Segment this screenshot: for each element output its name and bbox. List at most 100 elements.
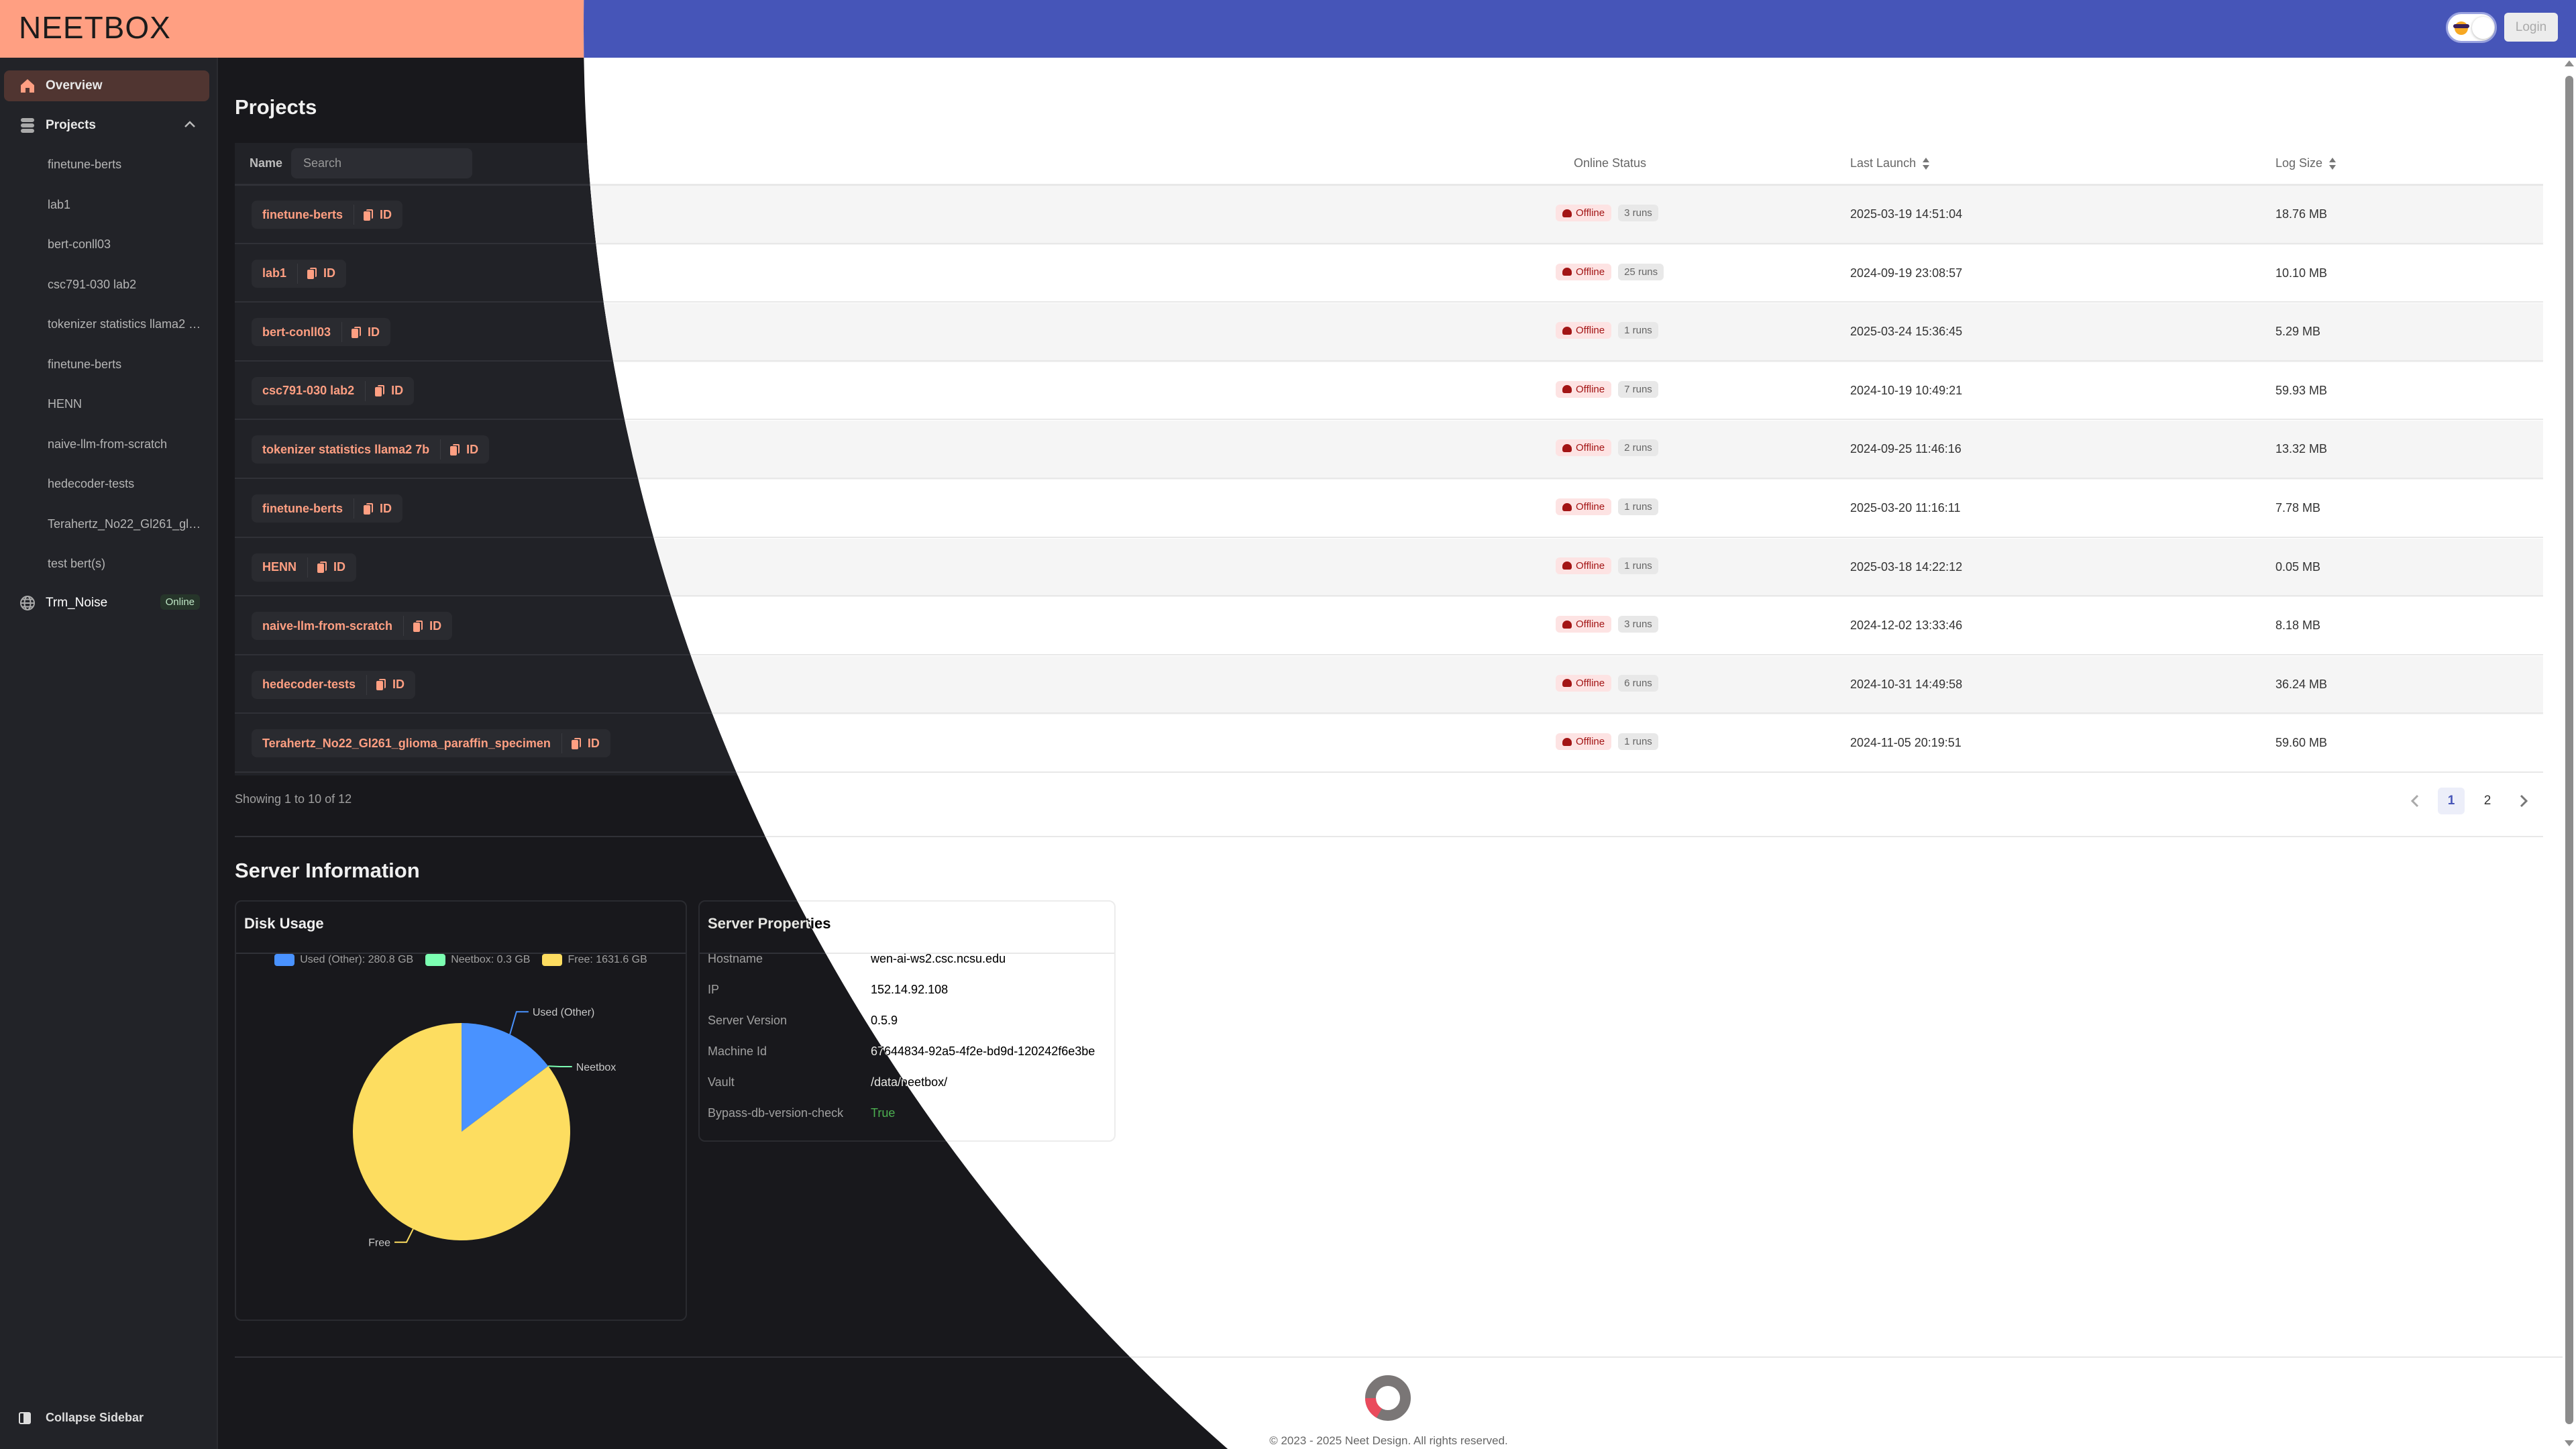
runs-badge: 6 runs	[1618, 674, 1658, 692]
project-name[interactable]: bert-conll03	[262, 325, 331, 339]
status-label: Offline	[1576, 442, 1605, 454]
project-name[interactable]: hedecoder-tests	[262, 678, 356, 692]
sort-icon[interactable]	[1923, 158, 1930, 170]
project-name[interactable]: tokenizer statistics llama2 7b	[262, 442, 430, 456]
row-divider	[584, 771, 2543, 773]
project-name[interactable]: finetune-berts	[262, 207, 343, 221]
pie-slice-free[interactable]	[353, 1023, 570, 1240]
status-label: Offline	[1576, 383, 1605, 395]
scrollbar-thumb[interactable]	[2565, 76, 2573, 1424]
sidebar-project-item[interactable]: tokenizer statistics llama2 7b	[48, 317, 202, 331]
pie-slice-neetbox[interactable]	[462, 1066, 549, 1132]
theme-toggle[interactable]	[2446, 12, 2497, 43]
sidebar-project-item[interactable]: csc791-030 lab2	[48, 277, 137, 291]
chip-divider	[561, 733, 562, 754]
copy-id-button[interactable]: ID	[308, 560, 356, 574]
project-name-chip[interactable]: tokenizer statistics llama2 7b ID	[252, 435, 490, 464]
online-status: Offline 3 runs	[1556, 616, 1658, 633]
status-label: Offline	[1576, 207, 1605, 219]
cloud-offline-icon	[1562, 443, 1572, 452]
copy-id-button[interactable]: ID	[342, 325, 390, 339]
offline-badge: Offline	[1556, 674, 1612, 692]
online-status: Offline 6 runs	[1556, 674, 1658, 692]
sidebar-project-item[interactable]: lab1	[48, 197, 71, 211]
copy-id-button[interactable]: ID	[366, 384, 414, 398]
log-size: 10.10 MB	[2275, 266, 2328, 280]
footer-divider	[584, 1356, 2563, 1358]
next-page-button[interactable]	[2510, 788, 2537, 814]
sidebar-item-overview[interactable]: Overview	[4, 70, 209, 101]
property-key: Machine Id	[708, 1044, 767, 1058]
log-size: 0.05 MB	[2275, 559, 2321, 574]
card-header-divider	[236, 953, 686, 954]
project-name-chip[interactable]: hedecoder-tests ID	[252, 670, 416, 699]
sidebar-project-item[interactable]: test bert(s)	[48, 557, 106, 570]
row-divider	[584, 301, 2543, 303]
property-value: /data/neetbox/	[871, 1075, 948, 1089]
scroll-down-arrow-icon[interactable]	[2565, 1440, 2574, 1446]
search-input[interactable]	[291, 148, 472, 178]
project-name-chip[interactable]: bert-conll03 ID	[252, 318, 391, 347]
project-name-chip[interactable]: HENN ID	[252, 553, 357, 582]
project-name-chip[interactable]: lab1 ID	[252, 259, 347, 288]
divider	[584, 836, 2543, 837]
collapse-sidebar-button[interactable]: Collapse Sidebar	[19, 1411, 144, 1425]
column-online-status: Online Status	[1574, 156, 1647, 170]
server-properties-title: Server Properties	[708, 915, 831, 932]
property-value: 67644834-92a5-4f2e-bd9d-120242f6e3be	[871, 1044, 1095, 1058]
project-name-chip[interactable]: naive-llm-from-scratch ID	[252, 612, 453, 641]
online-badge: Online	[160, 594, 200, 610]
scrollbar[interactable]	[2563, 58, 2576, 1449]
project-name[interactable]: HENN	[262, 560, 297, 574]
sidebar-project-item[interactable]: finetune-berts	[48, 158, 122, 171]
column-log-size[interactable]: Log Size	[2275, 156, 2337, 170]
cloud-offline-icon	[1562, 385, 1572, 394]
sort-icon[interactable]	[2329, 158, 2337, 170]
sidebar-project-item[interactable]: HENN	[48, 397, 83, 411]
sidebar-project-item[interactable]: Terahertz_No22_Gl261_glioma_paraffin_spe…	[48, 517, 202, 531]
sidebar-project-item[interactable]: finetune-berts	[48, 357, 122, 371]
legend-item-free[interactable]: Free: 1631.6 GB	[542, 954, 647, 966]
runs-badge: 2 runs	[1618, 439, 1658, 457]
project-name-chip[interactable]: finetune-berts ID	[252, 201, 403, 229]
scroll-up-arrow-icon[interactable]	[2565, 60, 2574, 66]
copy-id-button[interactable]: ID	[354, 502, 402, 516]
page-button-2[interactable]: 2	[2483, 794, 2491, 808]
column-name: Name	[250, 156, 283, 170]
legend-item-used[interactable]: Used (Other): 280.8 GB	[274, 954, 413, 966]
project-name-chip[interactable]: Terahertz_No22_Gl261_glioma_paraffin_spe…	[252, 729, 610, 758]
project-name-chip[interactable]: finetune-berts ID	[252, 494, 403, 523]
legend-item-neetbox[interactable]: Neetbox: 0.3 GB	[425, 954, 530, 966]
pie-slice-used-other[interactable]	[462, 1023, 549, 1132]
property-key: Hostname	[708, 952, 763, 965]
sidebar-project-item[interactable]: hedecoder-tests	[48, 477, 135, 490]
copy-icon	[450, 443, 460, 455]
project-name[interactable]: finetune-berts	[262, 501, 343, 515]
disk-usage-title: Disk Usage	[244, 915, 324, 932]
copy-id-button[interactable]: ID	[404, 619, 452, 633]
copy-id-button[interactable]: ID	[354, 208, 402, 222]
sidebar-item-server[interactable]: Trm_Noise Online	[4, 588, 209, 619]
copy-icon	[413, 620, 423, 632]
copy-id-button[interactable]: ID	[441, 443, 489, 457]
copy-id-button[interactable]: ID	[562, 737, 610, 751]
column-last-launch[interactable]: Last Launch	[1850, 156, 1930, 170]
project-name-chip[interactable]: csc791-030 lab2 ID	[252, 376, 415, 405]
last-launch: 2024-12-02 13:33:46	[1850, 619, 1963, 633]
legend-swatch	[425, 954, 446, 966]
sidebar-project-item[interactable]: naive-llm-from-scratch	[48, 437, 168, 451]
sidebar-item-projects[interactable]: Projects	[4, 110, 209, 141]
chevron-up-icon[interactable]	[184, 118, 196, 133]
copy-id-button[interactable]: ID	[298, 266, 346, 280]
login-button[interactable]: Login	[2504, 13, 2558, 42]
prev-page-button[interactable]	[2402, 788, 2428, 814]
project-name[interactable]: lab1	[262, 266, 287, 280]
project-name[interactable]: Terahertz_No22_Gl261_glioma_paraffin_spe…	[262, 736, 551, 750]
sidebar-project-item[interactable]: bert-conll03	[48, 237, 111, 251]
app-logo[interactable]: NEETBOX	[19, 10, 171, 45]
project-name[interactable]: csc791-030 lab2	[262, 384, 355, 398]
page-button-1[interactable]: 1	[2438, 788, 2465, 814]
copy-id-button[interactable]: ID	[367, 678, 415, 692]
cloud-offline-icon	[1562, 209, 1572, 217]
project-name[interactable]: naive-llm-from-scratch	[262, 619, 393, 633]
